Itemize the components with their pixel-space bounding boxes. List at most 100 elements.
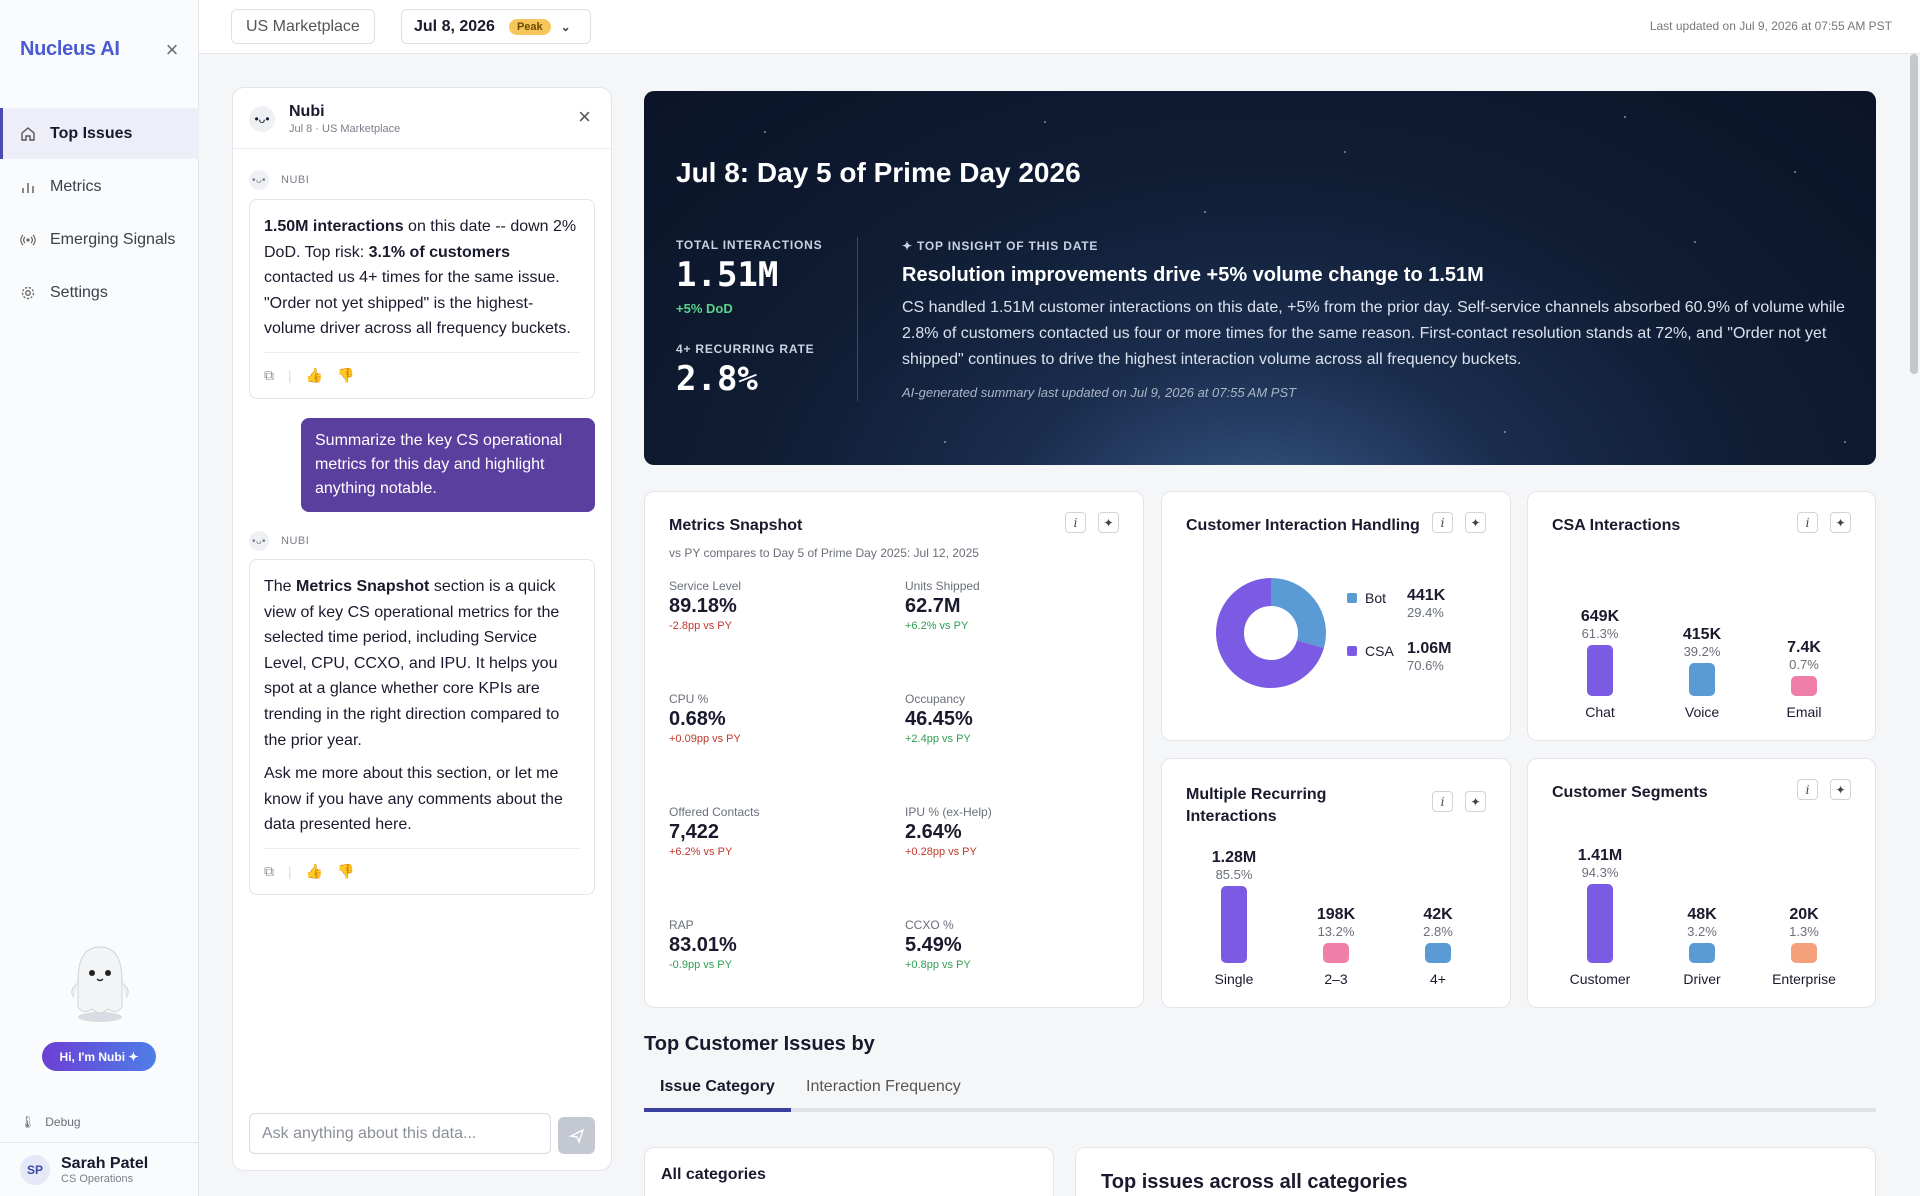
tab-interaction-frequency[interactable]: Interaction Frequency — [806, 1078, 961, 1095]
metrics-snapshot-card: Metrics Snapshot i ✦ vs PY compares to D… — [644, 491, 1144, 1008]
legend-label: CSA — [1365, 643, 1394, 659]
donut-slice-csa[interactable] — [1216, 578, 1324, 688]
info-icon[interactable]: i — [1797, 779, 1818, 800]
bar — [1587, 645, 1613, 696]
chat-subtitle: Jul 8 · US Marketplace — [289, 123, 401, 135]
sidebar-item-top-issues[interactable]: Top Issues — [0, 108, 199, 159]
sidebar-item-metrics[interactable]: Metrics — [0, 161, 199, 212]
user-role: CS Operations — [61, 1172, 134, 1185]
metric-tile: RAP 83.01% -0.9pp vs PY — [669, 918, 737, 971]
metric-tile: Occupancy 46.45% +2.4pp vs PY — [905, 692, 973, 745]
speaker-name: NUBI — [281, 535, 310, 547]
close-sidebar-icon[interactable]: × — [165, 37, 179, 62]
ask-ai-icon[interactable]: ✦ — [1465, 512, 1486, 533]
msg-bold: 3.1% of customers — [368, 243, 511, 261]
sidebar-item-settings[interactable]: Settings — [0, 267, 199, 318]
metric-value: 62.7M — [905, 595, 961, 617]
metric-label: CCXO % — [905, 918, 954, 932]
bar-column[interactable]: 649K 61.3% Chat — [1565, 608, 1635, 720]
sidebar-item-emerging-signals[interactable]: Emerging Signals — [0, 214, 199, 265]
metric-label: IPU % (ex-Help) — [905, 805, 992, 819]
bar-percent: 39.2% — [1683, 644, 1721, 659]
bar-value: 20K — [1789, 906, 1819, 923]
metric-tile: Units Shipped 62.7M +6.2% vs PY — [905, 579, 980, 632]
copy-icon[interactable]: ⧉ — [264, 366, 274, 383]
bar-column[interactable]: 48K 3.2% Driver — [1667, 906, 1737, 987]
metric-delta: +6.2% vs PY — [669, 846, 733, 858]
info-icon[interactable]: i — [1432, 791, 1453, 812]
legend-value: 441K 29.4% — [1407, 587, 1445, 620]
chat-header: •ᴗ• Nubi Jul 8 · US Marketplace × — [233, 88, 611, 149]
info-icon[interactable]: i — [1065, 512, 1086, 533]
sidebar-item-label: Metrics — [50, 177, 102, 195]
date-picker[interactable]: Jul 8, 2026 Peak ⌄ — [401, 9, 591, 44]
insight-footnote: AI-generated summary last updated on Jul… — [902, 385, 1297, 400]
donut-slice-bot[interactable] — [1270, 578, 1326, 648]
ask-ai-icon[interactable]: ✦ — [1465, 791, 1486, 812]
bar-chart-icon — [20, 179, 36, 195]
metric-label: CPU % — [669, 692, 709, 706]
bar-percent: 85.5% — [1215, 867, 1253, 882]
bar-column[interactable]: 198K 13.2% 2–3 — [1301, 906, 1371, 987]
speaker-label: •ᴗ• NUBI — [249, 531, 309, 551]
avatar: SP — [20, 1154, 50, 1185]
thermometer-icon: 🌡 — [20, 1115, 36, 1129]
msg-bold: 1.50M interactions — [264, 218, 404, 235]
thumbs-up-icon[interactable]: 👍 — [305, 366, 324, 383]
sidebar-nav: Top Issues Metrics Emerging Signals Sett… — [0, 108, 199, 320]
chat-input[interactable] — [249, 1113, 551, 1154]
tab-issue-category[interactable]: Issue Category — [644, 1078, 791, 1112]
bar-column[interactable]: 1.28M 85.5% Single — [1199, 849, 1269, 987]
bar-label: Enterprise — [1772, 971, 1836, 987]
bar-percent: 13.2% — [1317, 924, 1355, 939]
info-icon[interactable]: i — [1797, 512, 1818, 533]
msg-bold: Metrics Snapshot — [296, 578, 430, 595]
thumbs-down-icon[interactable]: 👎 — [337, 862, 355, 879]
user-name: Sarah Patel — [61, 1154, 149, 1172]
thumbs-up-icon[interactable]: 👍 — [305, 862, 324, 879]
bar-value: 7.4K — [1787, 639, 1821, 656]
hi-nubi-button[interactable]: Hi, I'm Nubi ✦ — [42, 1042, 156, 1071]
metric-tile: CCXO % 5.49% +0.8pp vs PY — [905, 918, 971, 971]
info-icon[interactable]: i — [1432, 512, 1453, 533]
ask-ai-icon[interactable]: ✦ — [1098, 512, 1119, 533]
thumbs-down-icon[interactable]: 👎 — [337, 366, 355, 383]
marketplace-selector[interactable]: US Marketplace — [231, 9, 375, 44]
metric-label: Offered Contacts — [669, 805, 760, 819]
bar-value: 1.28M — [1211, 849, 1257, 866]
bar — [1689, 943, 1715, 963]
metric-tile: CPU % 0.68% +0.09pp vs PY — [669, 692, 741, 745]
send-button[interactable] — [558, 1117, 595, 1154]
legend-value: 1.06M 70.6% — [1407, 640, 1451, 673]
close-icon[interactable]: × — [578, 104, 591, 129]
nubi-avatar-icon: •ᴗ• — [249, 531, 269, 551]
user-profile[interactable]: SP Sarah Patel CS Operations — [0, 1142, 199, 1196]
debug-toggle[interactable]: 🌡 Debug — [20, 1115, 81, 1129]
msg-text: The — [264, 578, 297, 595]
bar — [1791, 943, 1817, 963]
speaker-name: NUBI — [281, 174, 310, 186]
page-scrollbar[interactable] — [1910, 54, 1918, 374]
send-icon — [568, 1128, 584, 1144]
last-updated: Last updated on Jul 9, 2026 at 07:55 AM … — [1649, 19, 1892, 33]
bar-column[interactable]: 415K 39.2% Voice — [1667, 626, 1737, 720]
copy-icon[interactable]: ⧉ — [264, 862, 274, 879]
broadcast-icon — [20, 232, 36, 248]
nubi-mascot-icon[interactable] — [60, 935, 140, 1025]
sidebar: Nucleus AI × Top Issues Metrics Emerging… — [0, 0, 199, 1196]
categories-card: All categories — [644, 1147, 1054, 1196]
ask-ai-icon[interactable]: ✦ — [1830, 512, 1851, 533]
bar-column[interactable]: 1.41M 94.3% Customer — [1565, 847, 1635, 987]
bar-column[interactable]: 7.4K 0.7% Email — [1769, 639, 1839, 720]
metric-tile: Offered Contacts 7,422 +6.2% vs PY — [669, 805, 760, 858]
message-actions: ⧉ | 👍 👎 — [264, 847, 580, 894]
bar-column[interactable]: 42K 2.8% 4+ — [1403, 906, 1473, 987]
legend-item: Bot — [1347, 590, 1386, 606]
bar-label: 2–3 — [1324, 971, 1348, 987]
card-title: Top issues across all categories — [1101, 1171, 1408, 1193]
bar — [1791, 676, 1817, 696]
metric-label: Service Level — [669, 579, 742, 593]
bar-column[interactable]: 20K 1.3% Enterprise — [1769, 906, 1839, 987]
metric-delta: -0.9pp vs PY — [669, 959, 732, 971]
ask-ai-icon[interactable]: ✦ — [1830, 779, 1851, 800]
